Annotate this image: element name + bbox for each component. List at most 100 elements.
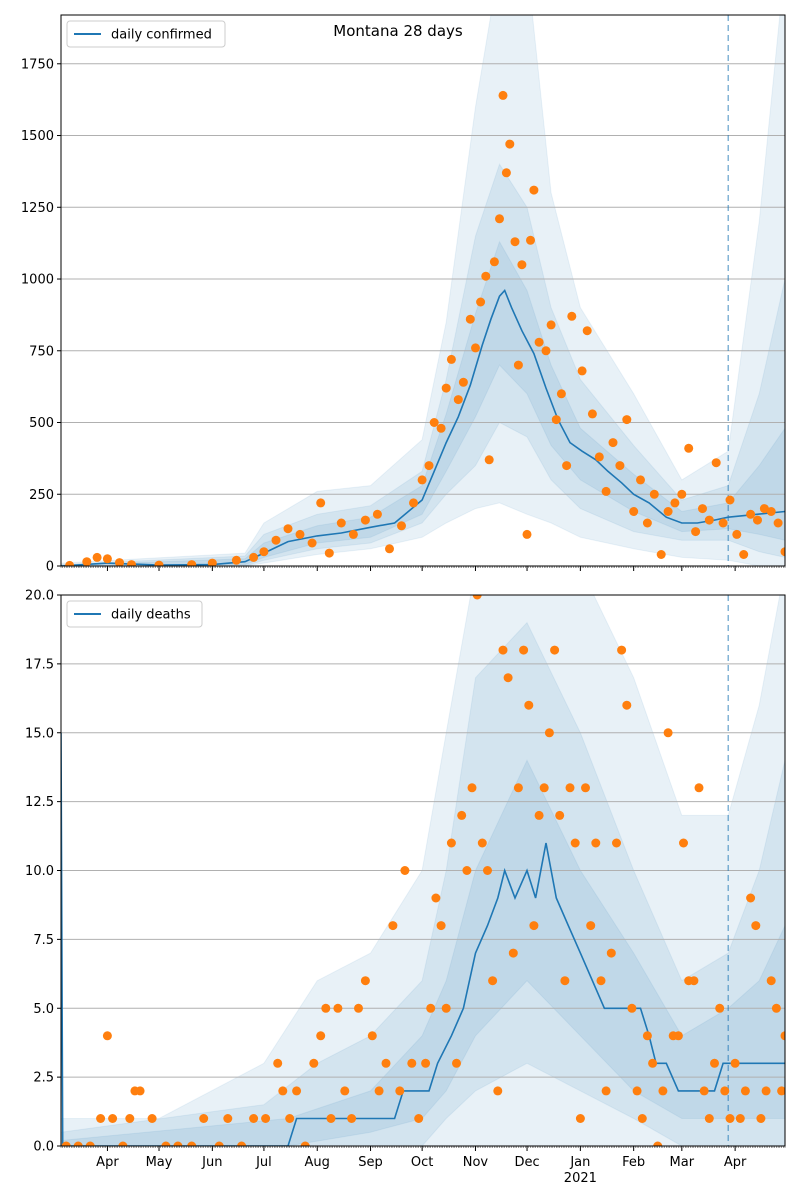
data-point xyxy=(231,555,241,565)
data-point xyxy=(679,838,688,848)
data-point xyxy=(649,489,659,499)
data-point xyxy=(395,1086,405,1096)
y-tick-label: 7.5 xyxy=(33,933,54,948)
data-point xyxy=(472,595,482,600)
data-point xyxy=(560,976,570,986)
data-point xyxy=(612,838,621,848)
data-point xyxy=(551,415,561,425)
data-point xyxy=(147,1114,157,1123)
x-tick-label: Feb xyxy=(622,1155,645,1170)
data-point xyxy=(467,783,477,793)
data-point xyxy=(658,1086,668,1096)
x-tick-label: Apr xyxy=(96,1155,119,1170)
data-point xyxy=(207,558,217,566)
legend-box xyxy=(66,600,203,628)
data-point xyxy=(698,504,707,514)
data-point xyxy=(421,1058,431,1068)
x-tick-label: May xyxy=(146,1155,173,1170)
data-point xyxy=(397,521,406,531)
data-point xyxy=(65,560,75,566)
data-point xyxy=(699,1086,709,1096)
data-point xyxy=(617,645,627,655)
data-point xyxy=(677,489,687,499)
data-point xyxy=(92,552,102,562)
uncertainty-band-inner xyxy=(61,240,785,566)
data-point xyxy=(441,383,451,393)
data-point xyxy=(417,475,427,485)
data-point xyxy=(249,552,259,562)
legend-box xyxy=(66,20,226,48)
data-point xyxy=(199,1114,209,1123)
data-point xyxy=(214,1141,224,1146)
data-point xyxy=(777,1086,785,1096)
data-point xyxy=(773,518,783,528)
data-point xyxy=(347,1114,357,1123)
data-point xyxy=(606,948,616,958)
data-point xyxy=(522,529,532,539)
data-point xyxy=(446,838,456,848)
data-point xyxy=(127,560,136,566)
y-tick-label: 1000 xyxy=(21,273,54,288)
data-point xyxy=(316,498,326,508)
data-point xyxy=(292,1086,302,1096)
data-point xyxy=(476,297,486,307)
y-tick-label: 15.0 xyxy=(25,726,54,741)
data-point xyxy=(718,518,728,528)
data-point xyxy=(555,810,565,820)
data-point xyxy=(295,529,305,539)
uncertainty-band-middle xyxy=(61,621,785,1146)
uncertainty-band-outer xyxy=(61,15,785,566)
data-point xyxy=(426,1003,436,1013)
data-point xyxy=(161,1141,171,1146)
data-point xyxy=(300,1141,310,1146)
data-point xyxy=(118,1141,128,1146)
x-tick-label: Jun xyxy=(201,1155,222,1170)
data-point xyxy=(725,495,735,505)
data-point xyxy=(73,1141,83,1146)
data-point xyxy=(273,1058,283,1068)
data-point xyxy=(594,452,604,462)
data-point xyxy=(567,311,577,321)
data-point xyxy=(581,783,590,793)
data-point xyxy=(446,354,456,364)
data-point xyxy=(766,976,776,986)
data-point xyxy=(407,1058,417,1068)
data-point xyxy=(550,645,560,655)
data-point xyxy=(321,1003,331,1013)
data-point xyxy=(471,343,480,353)
data-point xyxy=(477,838,487,848)
data-point xyxy=(187,560,197,566)
y-tick-label: 2.5 xyxy=(33,1071,54,1086)
data-point xyxy=(278,1086,288,1096)
x-tick-label: Oct xyxy=(411,1155,433,1170)
data-point xyxy=(481,271,491,281)
data-point xyxy=(96,1114,106,1123)
data-point xyxy=(381,1058,391,1068)
data-point xyxy=(501,168,511,178)
y-tick-label: 12.5 xyxy=(25,795,54,810)
data-point xyxy=(663,507,673,516)
y-tick-label: 1250 xyxy=(21,201,54,216)
data-point xyxy=(622,700,632,710)
data-point xyxy=(495,214,504,224)
data-point xyxy=(457,810,467,820)
data-point xyxy=(656,550,666,559)
data-point xyxy=(541,346,551,356)
data-point xyxy=(285,1114,295,1123)
data-point xyxy=(577,366,587,376)
data-point xyxy=(565,783,575,793)
y-tick-label: 1500 xyxy=(21,129,54,144)
data-point xyxy=(453,395,463,405)
data-point xyxy=(249,1114,259,1123)
data-point xyxy=(367,1031,377,1041)
plot-area xyxy=(61,15,785,566)
data-point xyxy=(544,728,554,738)
data-point xyxy=(374,1086,384,1096)
data-point xyxy=(653,1141,663,1146)
data-point xyxy=(570,838,580,848)
data-point xyxy=(431,893,441,903)
data-point xyxy=(125,1114,135,1123)
uncertainty-band-inner xyxy=(61,759,785,1146)
data-point xyxy=(436,921,446,931)
data-point xyxy=(636,475,645,485)
